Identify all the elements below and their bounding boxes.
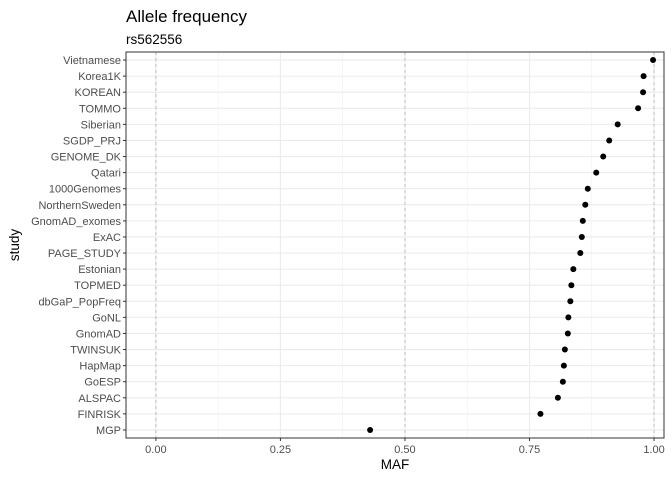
y-tick-label: dbGaP_PopFreq: [38, 296, 121, 308]
y-tick-label: Estonian: [78, 264, 121, 276]
panel-border: [125, 51, 665, 439]
y-axis-ticks: Vietnamese Korea1K KOREAN TOMMO Siberian SGDP…: [31, 55, 126, 437]
x-tick-label: 0.75: [519, 444, 540, 456]
data-point: [640, 89, 647, 96]
y-tick-label: GoNL: [92, 312, 121, 324]
data-point: [554, 394, 561, 401]
y-tick-label: FINRISK: [78, 409, 122, 421]
x-tick-label: 0.00: [145, 444, 166, 456]
y-tick-label: TOMMO: [79, 103, 121, 115]
data-point: [606, 137, 613, 144]
x-tick-label: 0.25: [270, 444, 291, 456]
y-axis-title: study: [7, 229, 22, 262]
y-tick-label: TWINSUK: [70, 345, 121, 357]
data-point: [568, 282, 575, 289]
data-point: [614, 121, 621, 128]
y-tick-label: 1000Genomes: [49, 184, 122, 196]
y-tick-label: KOREAN: [75, 87, 122, 99]
data-point: [579, 217, 586, 224]
y-tick-label: MGP: [96, 425, 121, 437]
y-tick-label: Korea1K: [78, 71, 121, 83]
data-point: [593, 169, 600, 176]
data-point: [640, 73, 647, 80]
data-point: [650, 57, 657, 64]
y-tick-label: SGDP_PRJ: [63, 135, 121, 147]
data-point: [564, 330, 571, 337]
data-point: [565, 314, 572, 321]
chart-title: Allele frequency: [126, 7, 247, 26]
data-point: [537, 410, 544, 417]
y-tick-label: NorthernSweden: [38, 200, 121, 212]
plot-panel: [126, 52, 664, 438]
data-point: [578, 233, 585, 240]
y-tick-label: Siberian: [81, 119, 121, 131]
x-axis-title: MAF: [381, 457, 410, 472]
data-point: [560, 362, 567, 369]
data-point: [561, 346, 568, 353]
data-point: [570, 266, 577, 273]
x-axis-ticks: 0.00 0.25 0.50 0.75 1.00: [145, 438, 665, 456]
data-point: [367, 426, 374, 433]
x-tick-label: 0.50: [394, 444, 415, 456]
y-tick-label: GENOME_DK: [51, 152, 122, 164]
data-point: [567, 298, 574, 305]
y-tick-label: GoESP: [84, 377, 121, 389]
data-point: [600, 153, 607, 160]
y-tick-label: GnomAD: [76, 328, 121, 340]
data-point: [577, 250, 584, 257]
y-tick-label: TOPMED: [74, 280, 121, 292]
y-tick-label: ALSPAC: [78, 393, 121, 405]
y-tick-label: Vietnamese: [63, 55, 121, 67]
data-point: [584, 185, 591, 192]
chart-subtitle: rs562556: [126, 32, 182, 47]
data-point: [582, 201, 589, 208]
dashed-reference-lines: [155, 52, 655, 438]
y-tick-label: ExAC: [93, 232, 121, 244]
y-tick-label: GnomAD_exomes: [31, 216, 121, 228]
y-tick-label: PAGE_STUDY: [48, 248, 122, 260]
data-points: [367, 57, 657, 433]
x-tick-label: 1.00: [643, 444, 664, 456]
data-point: [635, 105, 642, 112]
data-point: [559, 378, 566, 385]
y-tick-label: HapMap: [79, 361, 121, 373]
y-tick-label: Qatari: [91, 168, 121, 180]
